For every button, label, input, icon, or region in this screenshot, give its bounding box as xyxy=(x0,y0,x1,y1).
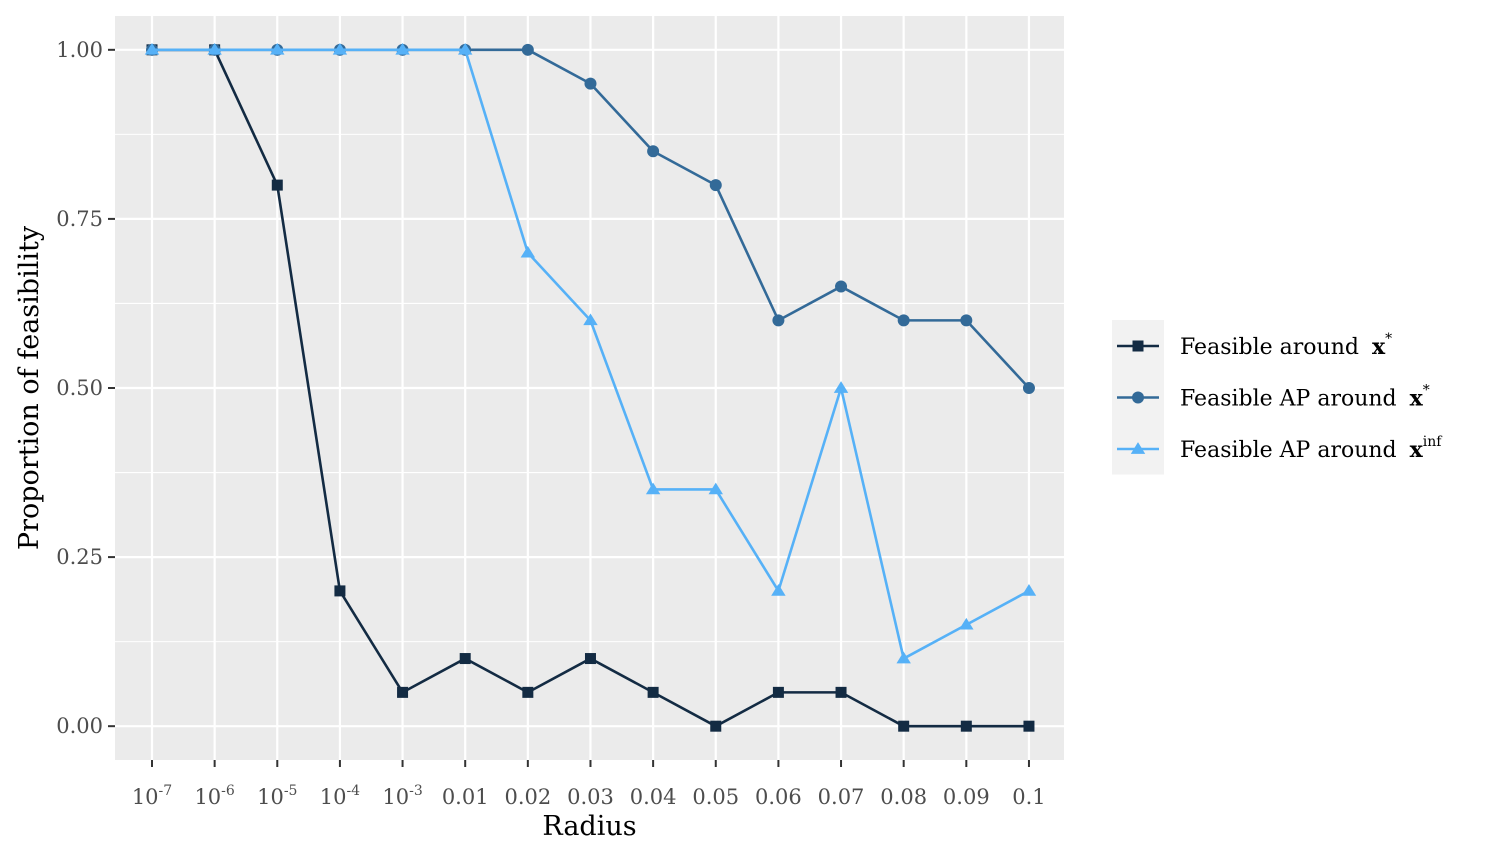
data-point-circle xyxy=(835,280,848,293)
data-point-triangle xyxy=(457,42,473,55)
x-tick-label: 0.05 xyxy=(692,785,739,809)
data-point-triangle xyxy=(896,651,911,664)
x-tick-label: 10-3 xyxy=(382,783,422,809)
legend-label: Feasible AP around x* xyxy=(1180,383,1430,412)
legend-label: Feasible AP around xinf xyxy=(1180,434,1443,463)
data-point-triangle xyxy=(833,381,849,393)
data-point-square xyxy=(710,720,722,732)
data-point-square xyxy=(271,179,283,191)
x-tick-label: 10-4 xyxy=(320,783,360,809)
x-tick-label: 10-5 xyxy=(257,783,297,809)
data-point-circle xyxy=(1022,382,1035,394)
data-point-square xyxy=(1023,720,1035,732)
series-3 xyxy=(144,42,1037,664)
legend-label: Feasible around x* xyxy=(1180,331,1392,360)
y-tick-label: 0.00 xyxy=(56,714,103,738)
data-point-circle xyxy=(709,179,722,192)
x-tick-label: 0.09 xyxy=(943,785,990,809)
legend-item: Feasible AP around xinf xyxy=(1117,434,1443,463)
data-point-square xyxy=(1132,340,1144,352)
x-tick-label: 0.03 xyxy=(567,785,614,809)
data-point-triangle xyxy=(1021,584,1037,596)
data-point-square xyxy=(960,720,972,732)
data-point-square xyxy=(898,720,910,732)
data-point-triangle xyxy=(520,245,536,258)
data-point-circle xyxy=(584,77,597,90)
data-point-square xyxy=(647,686,659,698)
y-axis-title: Proportion of feasibility xyxy=(14,225,45,550)
x-tick-label: 0.01 xyxy=(442,785,489,809)
legend: Feasible around x* Feasible AP around x* F… xyxy=(1112,320,1443,475)
data-point-triangle xyxy=(270,42,285,55)
legend-item: Feasible AP around x* xyxy=(1117,383,1430,412)
x-tick-label: 10-6 xyxy=(194,783,234,809)
data-point-square xyxy=(459,653,471,665)
x-axis-title: Radius xyxy=(542,811,636,842)
legend-item: Feasible around x* xyxy=(1117,331,1392,360)
data-point-circle xyxy=(897,314,910,327)
x-tick-label: 0.07 xyxy=(818,785,865,809)
data-point-triangle xyxy=(144,42,160,55)
data-point-triangle xyxy=(207,42,222,55)
x-axis: 10-7 10-6 10-5 10-4 10-3 0.01 0.02 0.03 0.04 0.05… xyxy=(132,760,1046,809)
x-tick-label: 0.02 xyxy=(504,785,551,809)
data-point-square xyxy=(334,585,346,597)
data-point-triangle xyxy=(959,617,974,630)
data-point-circle xyxy=(772,314,785,327)
data-point-circle xyxy=(647,145,660,158)
y-axis: 0.00 0.25 0.50 0.75 1.00 xyxy=(56,38,115,738)
y-tick-label: 0.25 xyxy=(56,545,103,569)
data-point-triangle xyxy=(332,42,348,55)
x-tick-label: 10-7 xyxy=(132,783,172,809)
x-tick-label: 0.08 xyxy=(880,785,927,809)
data-point-triangle xyxy=(395,42,410,55)
y-tick-label: 0.50 xyxy=(56,376,103,400)
data-point-circle xyxy=(960,314,973,327)
data-point-circle xyxy=(521,43,534,56)
data-point-square xyxy=(835,686,847,698)
x-tick-label: 0.1 xyxy=(1012,785,1045,809)
data-point-square xyxy=(584,653,596,665)
series-layer xyxy=(144,42,1037,732)
data-point-triangle xyxy=(771,584,786,596)
data-point-triangle xyxy=(1130,442,1146,454)
data-point-circle xyxy=(1132,391,1144,404)
x-tick-label: 0.04 xyxy=(630,785,677,809)
y-tick-label: 0.75 xyxy=(56,207,103,231)
data-point-triangle xyxy=(708,482,723,495)
data-point-square xyxy=(522,686,534,698)
data-point-square xyxy=(397,686,409,698)
x-tick-label: 0.06 xyxy=(755,785,802,809)
data-point-square xyxy=(772,686,784,698)
data-point-triangle xyxy=(583,313,598,326)
data-point-triangle xyxy=(645,482,661,495)
y-tick-label: 1.00 xyxy=(56,38,103,62)
